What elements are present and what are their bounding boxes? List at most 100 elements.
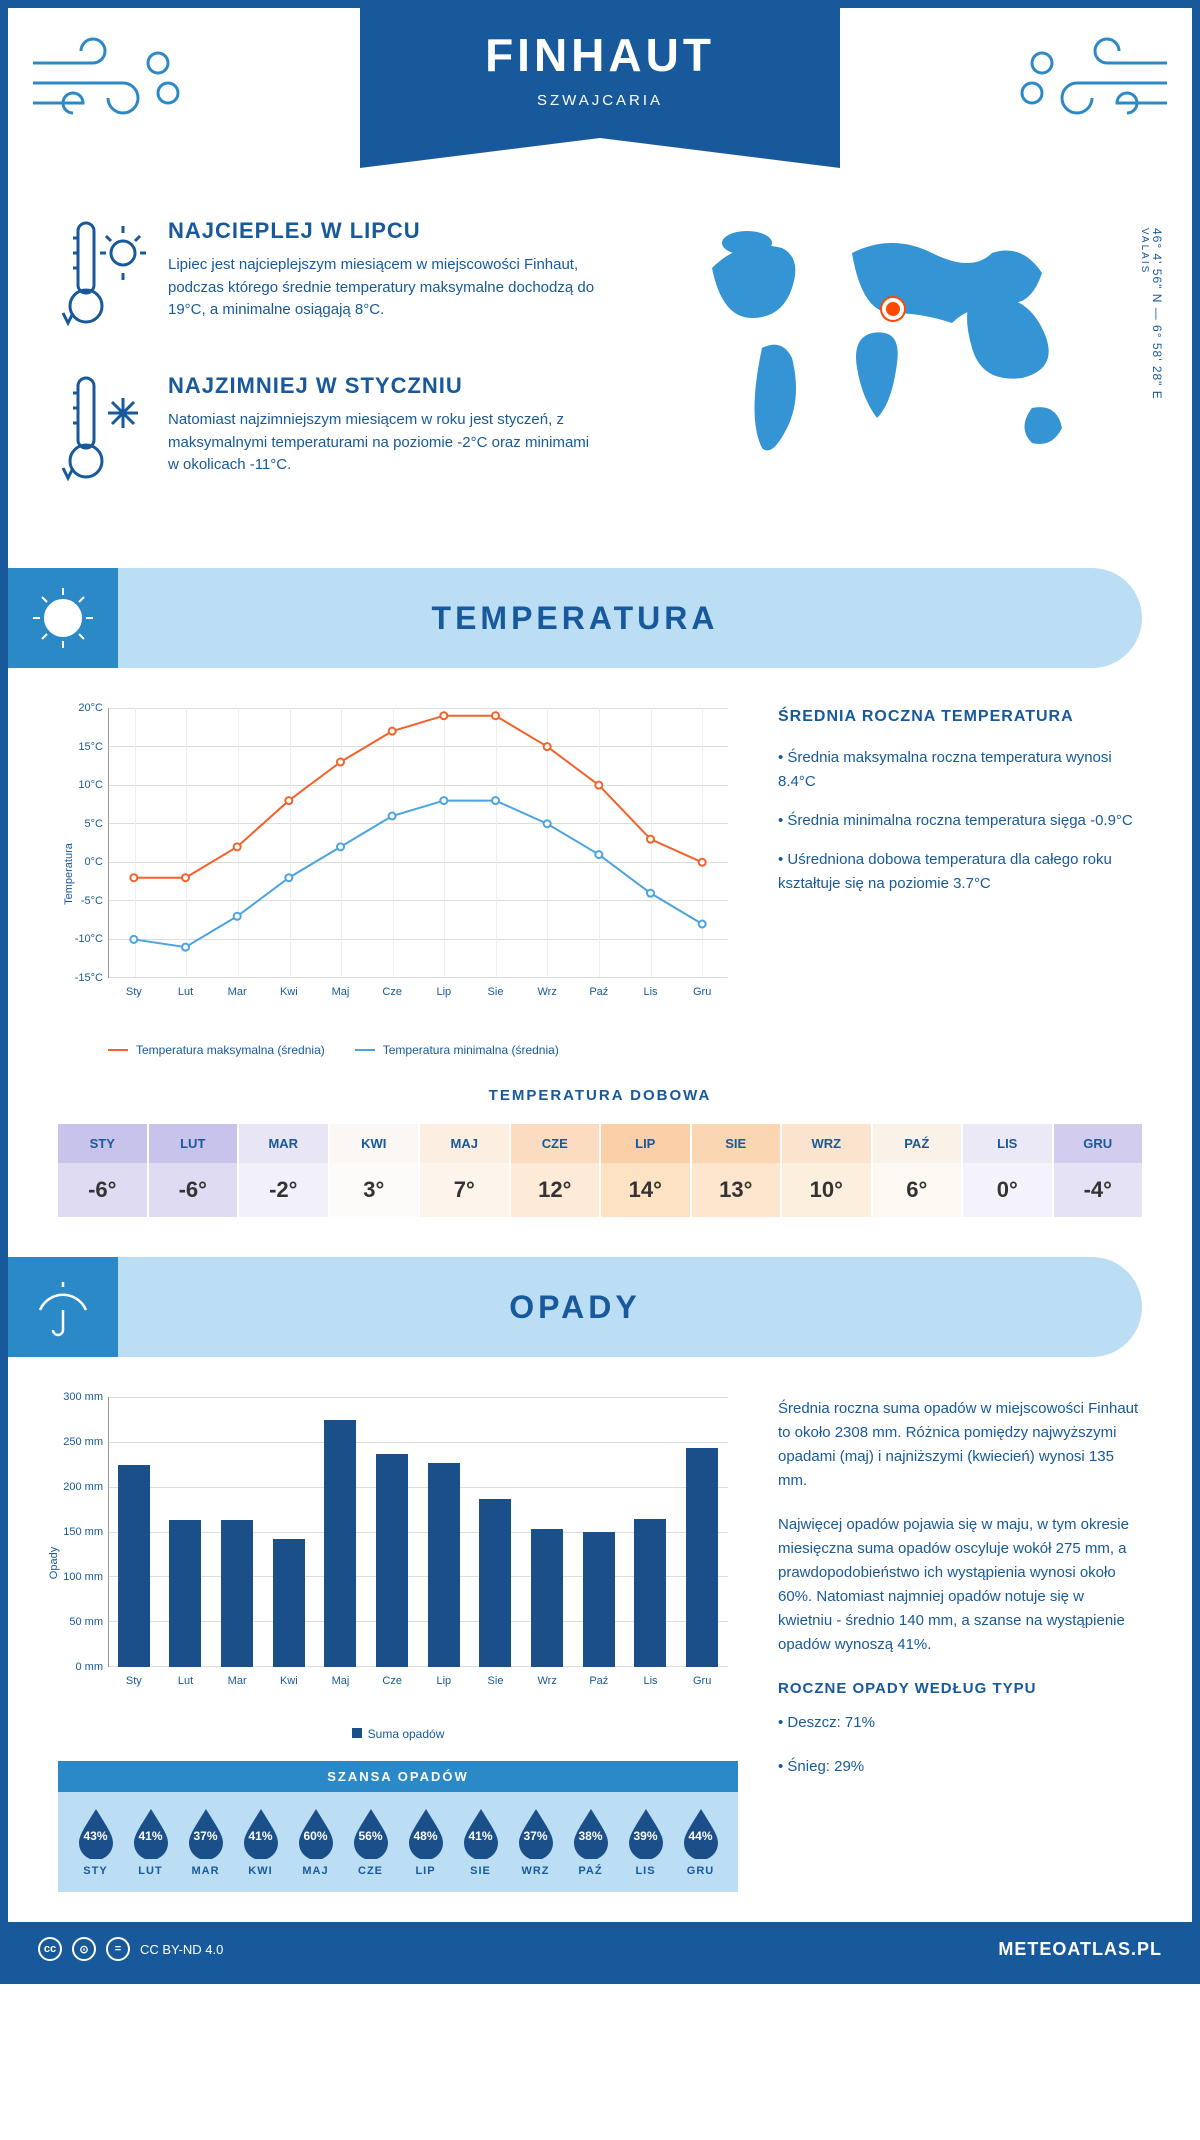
temp-cell: KWI3°: [330, 1124, 419, 1217]
warmest-block: NAJCIEPLEJ W LIPCU Lipiec jest najcieple…: [58, 218, 602, 343]
legend-max: Temperatura maksymalna (średnia): [108, 1043, 325, 1057]
drop-icon: 41%: [130, 1807, 172, 1859]
header: FINHAUT SZWAJCARIA: [8, 8, 1192, 188]
daily-temp-title: TEMPERATURA DOBOWA: [58, 1087, 1142, 1104]
wind-icon-left: [28, 33, 188, 133]
intro-section: NAJCIEPLEJ W LIPCU Lipiec jest najcieple…: [8, 188, 1192, 568]
precip-banner: OPADY: [8, 1257, 1142, 1357]
country-name: SZWAJCARIA: [360, 92, 840, 109]
chance-cell: 56%CZE: [350, 1807, 392, 1877]
by-icon: ⊙: [72, 1937, 96, 1961]
drop-icon: 37%: [185, 1807, 227, 1859]
temp-info-3: • Uśredniona dobowa temperatura dla całe…: [778, 848, 1142, 896]
license-text: CC BY-ND 4.0: [140, 1942, 223, 1957]
drop-icon: 44%: [680, 1807, 722, 1859]
legend-min: Temperatura minimalna (średnia): [355, 1043, 559, 1057]
precip-info-2: Najwięcej opadów pojawia się w maju, w t…: [778, 1513, 1142, 1657]
chance-cell: 43%STY: [75, 1807, 117, 1877]
city-name: FINHAUT: [360, 28, 840, 82]
coldest-title: NAJZIMNIEJ W STYCZNIU: [168, 373, 602, 399]
chance-cell: 48%LIP: [405, 1807, 447, 1877]
thermometer-sun-icon: [58, 218, 148, 343]
bar: [376, 1454, 408, 1667]
bar: [324, 1420, 356, 1668]
map-marker-icon: [882, 298, 904, 320]
temp-cell: CZE12°: [511, 1124, 600, 1217]
temp-legend: Temperatura maksymalna (średnia) Tempera…: [58, 1043, 738, 1057]
warmest-desc: Lipiec jest najcieplejszym miesiącem w m…: [168, 254, 602, 322]
bar: [583, 1532, 615, 1667]
bar: [686, 1448, 718, 1667]
precip-type-title: ROCZNE OPADY WEDŁUG TYPU: [778, 1677, 1142, 1701]
chance-cell: 41%LUT: [130, 1807, 172, 1877]
bar: [169, 1520, 201, 1667]
daily-temp-section: TEMPERATURA DOBOWA STY-6°LUT-6°MAR-2°KWI…: [8, 1087, 1192, 1257]
bar: [221, 1520, 253, 1667]
drop-icon: 60%: [295, 1807, 337, 1859]
chance-row: 43%STY 41%LUT 37%MAR 41%KWI 60%MAJ 56%CZE 48%L…: [58, 1792, 738, 1892]
temp-cell: STY-6°: [58, 1124, 147, 1217]
temp-cell: GRU-4°: [1054, 1124, 1143, 1217]
chance-cell: 44%GRU: [680, 1807, 722, 1877]
temp-info-title: ŚREDNIA ROCZNA TEMPERATURA: [778, 708, 1142, 726]
chance-cell: 37%MAR: [185, 1807, 227, 1877]
coords-label: 46° 4' 56" N — 6° 58' 28" E: [1150, 228, 1164, 400]
map-area: VALAIS 46° 4' 56" N — 6° 58' 28" E: [642, 218, 1142, 528]
precip-legend: Suma opadów: [58, 1727, 738, 1741]
coldest-desc: Natomiast najzimniejszym miesiącem w rok…: [168, 409, 602, 477]
drop-icon: 56%: [350, 1807, 392, 1859]
title-banner: FINHAUT SZWAJCARIA: [360, 8, 840, 138]
chance-cell: 41%KWI: [240, 1807, 282, 1877]
precip-type-1: • Deszcz: 71%: [778, 1711, 1142, 1735]
chance-box: SZANSA OPADÓW 43%STY 41%LUT 37%MAR 41%KWI 60…: [58, 1761, 738, 1892]
chance-cell: 39%LIS: [625, 1807, 667, 1877]
drop-icon: 48%: [405, 1807, 447, 1859]
warmest-text: NAJCIEPLEJ W LIPCU Lipiec jest najcieple…: [168, 218, 602, 343]
wind-icon-right: [1012, 33, 1172, 133]
temperature-banner: TEMPERATURA: [8, 568, 1142, 668]
site-name: METEOATLAS.PL: [998, 1939, 1162, 1960]
precip-chart-area: Opady 0 mm50 mm100 mm150 mm200 mm250 mm3…: [58, 1397, 738, 1892]
coldest-block: NAJZIMNIEJ W STYCZNIU Natomiast najzimni…: [58, 373, 602, 498]
precip-info: Średnia roczna suma opadów w miejscowośc…: [778, 1397, 1142, 1892]
temperature-title: TEMPERATURA: [432, 600, 719, 637]
precip-content: Opady 0 mm50 mm100 mm150 mm200 mm250 mm3…: [8, 1387, 1192, 1922]
precip-bar-chart: Opady 0 mm50 mm100 mm150 mm200 mm250 mm3…: [58, 1397, 738, 1717]
temperature-chart: Temperatura -15°C-10°C-5°C0°C5°C10°C15°C…: [58, 708, 738, 1057]
temp-cell: LIP14°: [601, 1124, 690, 1217]
chance-cell: 60%MAJ: [295, 1807, 337, 1877]
temp-cell: SIE13°: [692, 1124, 781, 1217]
license-block: cc ⊙ = CC BY-ND 4.0: [38, 1937, 223, 1961]
temp-cell: WRZ10°: [782, 1124, 871, 1217]
precip-title: OPADY: [509, 1289, 640, 1326]
bar: [634, 1519, 666, 1668]
bar: [428, 1463, 460, 1667]
bar: [531, 1529, 563, 1667]
nd-icon: =: [106, 1937, 130, 1961]
chance-cell: 41%SIE: [460, 1807, 502, 1877]
temp-cell: PAŹ6°: [873, 1124, 962, 1217]
intro-left: NAJCIEPLEJ W LIPCU Lipiec jest najcieple…: [58, 218, 602, 528]
sun-icon: [8, 568, 118, 668]
temp-cell: MAR-2°: [239, 1124, 328, 1217]
temp-info-1: • Średnia maksymalna roczna temperatura …: [778, 746, 1142, 794]
region-label: VALAIS: [1139, 228, 1150, 274]
temperature-info: ŚREDNIA ROCZNA TEMPERATURA • Średnia mak…: [778, 708, 1142, 1057]
footer: cc ⊙ = CC BY-ND 4.0 METEOATLAS.PL: [8, 1922, 1192, 1976]
temperature-content: Temperatura -15°C-10°C-5°C0°C5°C10°C15°C…: [8, 698, 1192, 1087]
drop-icon: 38%: [570, 1807, 612, 1859]
precip-type-2: • Śnieg: 29%: [778, 1755, 1142, 1779]
cc-icon: cc: [38, 1937, 62, 1961]
temp-cell: LUT-6°: [149, 1124, 238, 1217]
drop-icon: 41%: [240, 1807, 282, 1859]
world-map-icon: [672, 218, 1112, 478]
bar: [118, 1465, 150, 1668]
temp-info-2: • Średnia minimalna roczna temperatura s…: [778, 809, 1142, 833]
bar: [479, 1499, 511, 1667]
temp-cell: MAJ7°: [420, 1124, 509, 1217]
chance-cell: 37%WRZ: [515, 1807, 557, 1877]
chance-title: SZANSA OPADÓW: [58, 1761, 738, 1792]
precip-info-1: Średnia roczna suma opadów w miejscowośc…: [778, 1397, 1142, 1493]
thermometer-snow-icon: [58, 373, 148, 498]
chance-cell: 38%PAŹ: [570, 1807, 612, 1877]
